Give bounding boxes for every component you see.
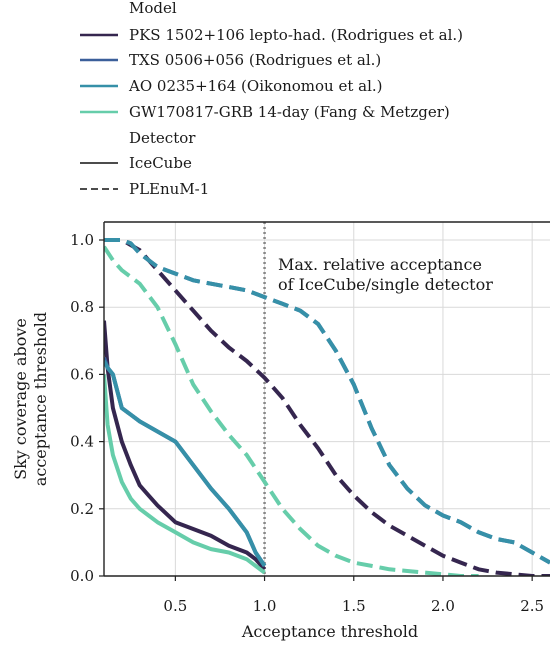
y-axis-label-line-1: Sky coverage above — [11, 318, 30, 480]
series-line-model-2-plenum — [104, 238, 550, 565]
x-tick-label: 1.5 — [342, 597, 366, 615]
x-axis-label: Acceptance threshold — [241, 622, 418, 641]
legend-label-icecube: IceCube — [129, 154, 192, 172]
annotation-line-1: Max. relative acceptance — [278, 255, 482, 274]
series-line-model-2-icecube — [104, 360, 267, 568]
legend-label-model-3: GW170817-GRB 14-day (Fang & Metzger) — [129, 103, 450, 121]
series-line-model-3-plenum — [104, 245, 479, 576]
y-tick-label: 1.0 — [70, 231, 94, 249]
y-tick-label: 0.8 — [70, 298, 94, 316]
y-tick-label: 0.4 — [70, 433, 94, 451]
legend: Model PKS 1502+106 lepto-had. (Rodrigues… — [80, 0, 463, 198]
legend-label-model-2: AO 0235+164 (Oikonomou et al.) — [128, 77, 383, 95]
y-tick-label: 0.6 — [70, 365, 94, 383]
x-tick-label: 2.5 — [520, 597, 544, 615]
y-tick-label: 0.0 — [70, 567, 94, 585]
x-tick-label: 1.0 — [253, 597, 277, 615]
series-line-model-0-plenum — [104, 238, 550, 576]
x-tick-label: 2.0 — [431, 597, 455, 615]
x-tick-label: 0.5 — [163, 597, 187, 615]
series-line-model-3-icecube — [104, 374, 266, 575]
y-axis-label-line-2: acceptance threshold — [31, 312, 50, 486]
series-line-model-0-icecube — [104, 320, 267, 571]
legend-label-model-1: TXS 0506+056 (Rodrigues et al.) — [129, 51, 381, 69]
series-group — [104, 238, 550, 576]
y-tick-label: 0.2 — [70, 500, 94, 518]
legend-detector-title: Detector — [129, 129, 196, 147]
legend-label-plenum: PLEnuM-1 — [129, 180, 209, 198]
legend-model-title: Model — [129, 0, 177, 17]
ticks: 0.5 1.0 1.5 2.0 2.5 0.0 0.2 0.4 0.6 0.8 1.0 — [70, 231, 544, 615]
annotation-line-2: of IceCube/single detector — [278, 275, 493, 294]
legend-label-model-0: PKS 1502+106 lepto-had. (Rodrigues et al… — [129, 26, 463, 44]
